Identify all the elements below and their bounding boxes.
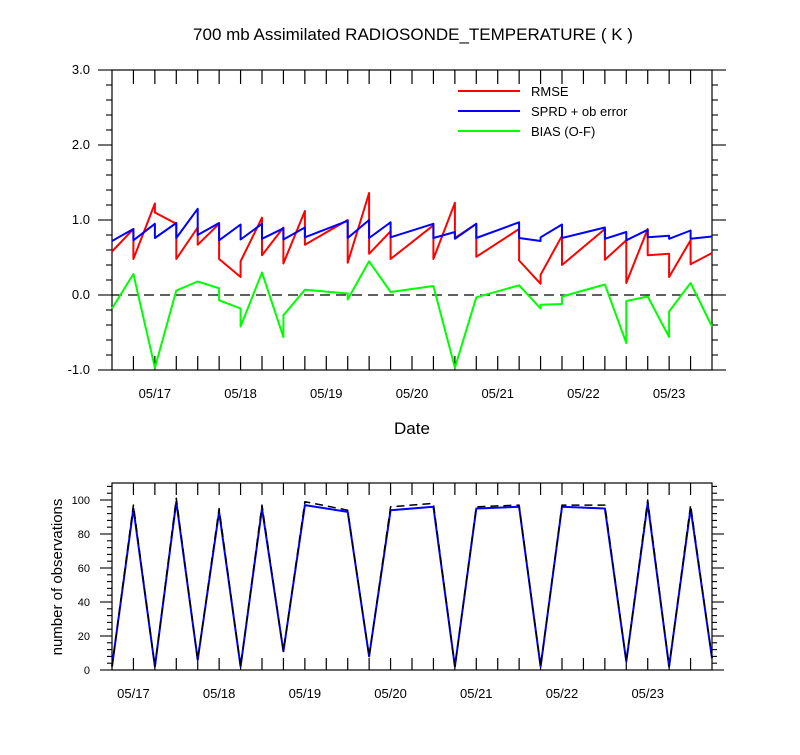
y-tick-label: 0: [84, 665, 90, 677]
bottom-x-tick-labels: 05/17 05/18 05/19 05/20 05/21 05/22 05/23: [117, 686, 664, 701]
x-tick-label: 05/22: [546, 686, 579, 701]
y-tick-label: 80: [78, 529, 90, 541]
top-panel: 700 mb Assimilated RADIOSONDE_TEMPERATUR…: [68, 25, 726, 438]
top-y-tick-labels: -1.0 0.0 1.0 2.0 3.0: [68, 62, 90, 377]
y-tick-label: 1.0: [72, 212, 90, 227]
x-tick-label: 05/21: [460, 686, 493, 701]
series-line-rmse: [111, 192, 713, 285]
x-tick-label: 05/18: [203, 686, 236, 701]
x-tick-label: 05/23: [631, 686, 664, 701]
bottom-series-group: [111, 497, 713, 668]
series-line-possible: [111, 497, 713, 668]
series-line-bias-o-f: [111, 260, 713, 369]
y-tick-label: 60: [78, 563, 90, 575]
top-axis-ticks: [98, 69, 726, 371]
x-tick-label: 05/20: [374, 686, 407, 701]
x-tick-label: 05/17: [139, 386, 172, 401]
top-series-group: [111, 192, 713, 369]
bottom-axis-ticks: [100, 483, 724, 671]
series-line-assimilated: [111, 500, 713, 668]
chart-title: 700 mb Assimilated RADIOSONDE_TEMPERATUR…: [193, 25, 633, 44]
legend-label: SPRD + ob error: [531, 104, 628, 119]
x-tick-label: 05/17: [117, 686, 150, 701]
x-axis-label: Date: [394, 419, 430, 438]
y-tick-label: 3.0: [72, 62, 90, 77]
y-tick-label: 40: [78, 597, 90, 609]
y-tick-label: -1.0: [68, 362, 90, 377]
legend: RMSE SPRD + ob error BIAS (O-F): [458, 84, 628, 139]
bottom-plot-frame: [111, 482, 713, 671]
x-tick-label: 05/20: [396, 386, 429, 401]
legend-label: BIAS (O-F): [531, 124, 595, 139]
x-tick-label: 05/19: [310, 386, 343, 401]
x-tick-label: 05/21: [481, 386, 514, 401]
x-tick-label: 05/19: [289, 686, 322, 701]
y-tick-label: 0.0: [72, 287, 90, 302]
y-tick-label: 20: [78, 631, 90, 643]
x-tick-label: 05/22: [567, 386, 600, 401]
legend-label: RMSE: [531, 84, 569, 99]
bottom-y-tick-labels: 0 20 40 60 80 100: [72, 495, 90, 677]
y-tick-label: 100: [72, 495, 90, 507]
series-line-sprd-ob-error: [111, 207, 713, 242]
y-tick-label: 2.0: [72, 137, 90, 152]
y-axis-label: number of observations: [49, 499, 66, 656]
x-tick-label: 05/23: [653, 386, 686, 401]
x-tick-label: 05/18: [224, 386, 257, 401]
top-x-tick-labels: 05/17 05/18 05/19 05/20 05/21 05/22 05/23: [139, 386, 686, 401]
